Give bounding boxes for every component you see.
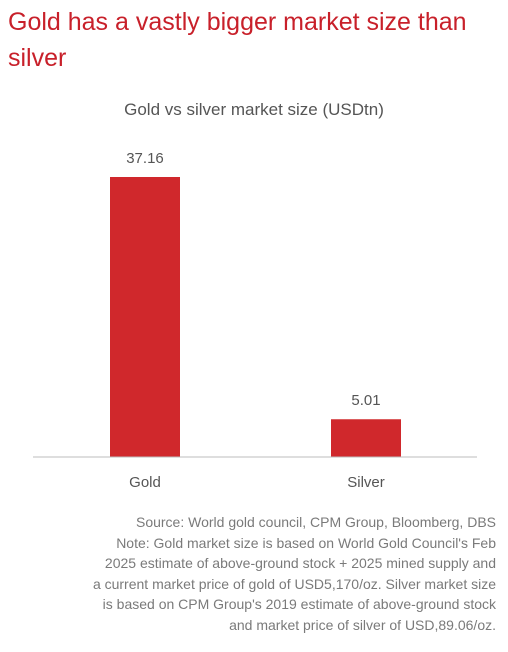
source-line: Source: World gold council, CPM Group, B… xyxy=(135,514,496,530)
note-line: 2025 estimate of above-ground stock + 20… xyxy=(104,555,496,571)
x-tick-label-silver: Silver xyxy=(347,474,385,491)
note-line: is based on CPM Group's 2019 estimate of… xyxy=(102,596,496,612)
source-note: Source: World gold council, CPM Group, B… xyxy=(1,512,496,635)
bar-silver xyxy=(331,419,401,457)
note-line: Note: Gold market size is based on World… xyxy=(116,534,496,551)
x-tick-label-gold: Gold xyxy=(129,474,161,491)
page-title: Gold has a vastly bigger market size tha… xyxy=(8,8,467,72)
note-line: a current market price of gold of USD5,1… xyxy=(92,575,496,592)
data-label-silver: 5.01 xyxy=(351,392,380,409)
data-label-gold: 37.16 xyxy=(126,150,164,167)
bar-gold xyxy=(110,177,180,457)
bar-chart: 37.16 Gold 5.01 Silver xyxy=(33,150,477,491)
chart-title: Gold vs silver market size (USDtn) xyxy=(124,100,384,119)
note-line: and market price of silver of USD,89.06/… xyxy=(229,616,496,633)
